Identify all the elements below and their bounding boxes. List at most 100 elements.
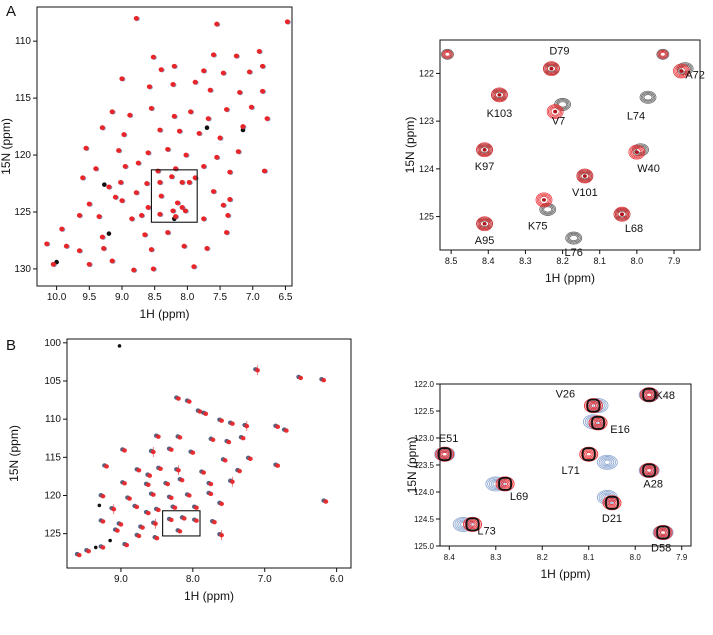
peak-red <box>173 214 179 219</box>
peak-label: L71 <box>562 465 580 477</box>
peak-contour-red <box>480 145 490 154</box>
peak-center <box>553 109 558 114</box>
peak-red <box>275 424 281 429</box>
peak-red <box>201 68 207 74</box>
peak-red <box>191 264 197 270</box>
y-tick-label: 120 <box>44 490 61 501</box>
peak-red <box>86 261 92 267</box>
peak-red <box>59 226 65 232</box>
peak-red <box>227 197 233 202</box>
peak-red <box>122 164 128 169</box>
peak-red <box>165 481 171 487</box>
peak-red <box>248 104 255 110</box>
peak-red <box>208 491 214 497</box>
peak-contour-red <box>644 466 654 474</box>
peak-contour-red <box>545 63 558 74</box>
peak-contour-red <box>535 192 553 208</box>
peak-contour-red <box>493 89 506 101</box>
peak-red <box>86 201 92 207</box>
y-tick-label: 123.0 <box>414 434 435 443</box>
peak-contour-red <box>644 391 654 399</box>
peak-red <box>176 128 183 134</box>
peak-contour-red <box>469 522 476 527</box>
peak-red <box>145 150 151 156</box>
peak-red <box>169 174 175 180</box>
peak-contour-red <box>435 446 455 462</box>
peak-label: D58 <box>651 543 671 555</box>
x-axis-label: 1H (ppm) <box>545 271 595 285</box>
peak-red <box>129 216 135 222</box>
peak-contour-red <box>478 218 491 229</box>
peak-red <box>165 146 171 152</box>
peak-red <box>226 439 232 445</box>
x-tick-label: 7.5 <box>213 292 227 303</box>
peak-red <box>99 125 105 131</box>
y-tick-label: 115 <box>45 452 61 463</box>
peak-red <box>208 481 214 487</box>
peak-label: A95 <box>475 235 495 247</box>
peak-contour-red <box>576 168 594 184</box>
peak-red <box>298 375 304 381</box>
peak-contour-blue <box>454 518 472 531</box>
peak-red <box>205 116 211 121</box>
x-tick-label: 10.0 <box>47 292 67 303</box>
peak-contour-grey <box>567 233 580 243</box>
peak-red <box>150 266 156 272</box>
peak-contour-red <box>588 402 599 410</box>
peak-red <box>168 447 174 452</box>
peak-contour-grey <box>640 91 656 103</box>
peak-red <box>192 79 198 85</box>
peak-label: K75 <box>528 220 548 232</box>
peak-red <box>225 212 231 218</box>
peak-contour-red <box>580 171 590 181</box>
peak-contour-red <box>614 207 630 221</box>
peak-contour-red <box>480 219 490 228</box>
peak-label: L69 <box>510 491 528 503</box>
peak-black <box>204 125 210 131</box>
peak-red <box>93 166 99 172</box>
peak-contour-red <box>590 403 597 408</box>
peak-red <box>50 261 56 267</box>
peak-red <box>100 494 106 499</box>
peak-contour-red <box>442 49 453 59</box>
peak-red <box>323 499 329 504</box>
peak-red <box>194 518 199 523</box>
peak-contour-red <box>550 107 560 116</box>
peak-red <box>201 470 207 475</box>
peak-contour-grey <box>441 48 454 60</box>
peak-contour-black <box>642 463 657 478</box>
peak-red <box>188 109 194 115</box>
peak-contour-red <box>463 516 483 532</box>
peak-contour-black <box>586 398 601 413</box>
peak-label: K48 <box>655 390 675 402</box>
peak-contour-grey <box>566 232 581 244</box>
peak-contour-red <box>593 419 603 427</box>
peak-label: W40 <box>637 163 660 175</box>
peak-red <box>171 113 177 119</box>
peak-red <box>210 437 216 442</box>
panel-b-label: B <box>6 337 16 354</box>
peak-red <box>100 545 106 550</box>
peak-contour-red <box>536 193 552 207</box>
peak-red <box>186 179 192 185</box>
y-tick-label: 125 <box>44 529 61 540</box>
peak-red <box>145 510 151 516</box>
peak-red <box>179 179 185 185</box>
peak-red <box>155 434 161 439</box>
peak-contour-red <box>501 481 509 487</box>
peak-contour-black <box>642 387 657 402</box>
peak-red <box>122 448 127 453</box>
peak-contour-red <box>585 451 592 457</box>
peak-red <box>177 435 183 440</box>
peak-contour-red <box>548 105 563 118</box>
peak-contour-red <box>494 90 504 99</box>
peak-red <box>135 160 141 166</box>
peak-red <box>171 63 177 69</box>
peak-contour-red <box>549 106 561 117</box>
peak-center <box>620 212 624 217</box>
peak-contour-red <box>476 142 493 158</box>
peak-red <box>136 468 142 473</box>
peak-contour-red <box>544 62 559 75</box>
peak-black <box>106 231 112 236</box>
peak-contour-red <box>441 451 448 457</box>
